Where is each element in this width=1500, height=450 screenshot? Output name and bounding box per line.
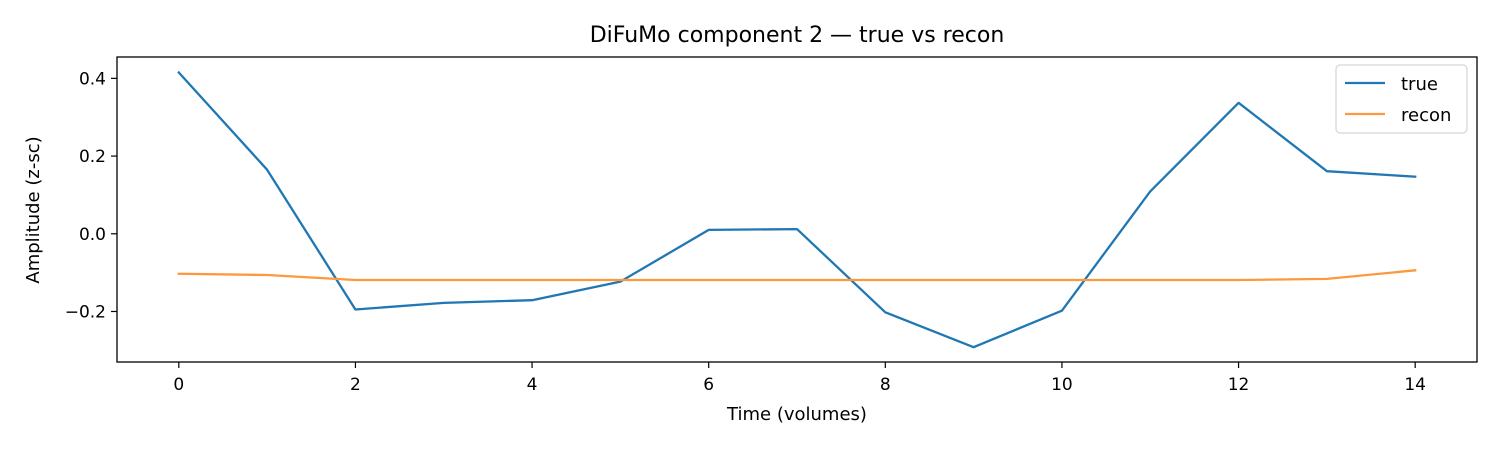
x-tick-label: 4 <box>527 375 538 395</box>
legend-label-true: true <box>1401 74 1438 95</box>
x-tick-label: 2 <box>350 375 361 395</box>
x-tick-label: 8 <box>880 375 891 395</box>
x-tick-label: 6 <box>703 375 714 395</box>
x-tick-label: 12 <box>1228 375 1250 395</box>
y-tick-label: −0.2 <box>65 302 106 322</box>
y-tick-label: 0.4 <box>79 69 106 89</box>
y-tick-label: 0.2 <box>79 147 106 167</box>
chart-title: DiFuMo component 2 — true vs recon <box>590 23 1005 48</box>
x-tick-label: 0 <box>173 375 184 395</box>
series-layer <box>177 70 1417 349</box>
plot-frame <box>116 56 1478 363</box>
x-axis-ticks: 0 2 4 6 8 10 12 14 <box>173 362 1426 395</box>
x-axis-label: Time (volumes) <box>726 404 867 425</box>
y-axis-label: Amplitude (z-sc) <box>23 136 44 283</box>
x-tick-label: 14 <box>1404 375 1426 395</box>
y-axis-ticks: −0.2 0.0 0.2 0.4 <box>65 69 117 322</box>
legend: true recon <box>1335 64 1468 134</box>
x-tick-label: 10 <box>1051 375 1073 395</box>
series-line-recon <box>177 269 1417 282</box>
y-tick-label: 0.0 <box>79 225 106 245</box>
legend-label-recon: recon <box>1401 105 1451 126</box>
series-line-true <box>177 70 1417 349</box>
